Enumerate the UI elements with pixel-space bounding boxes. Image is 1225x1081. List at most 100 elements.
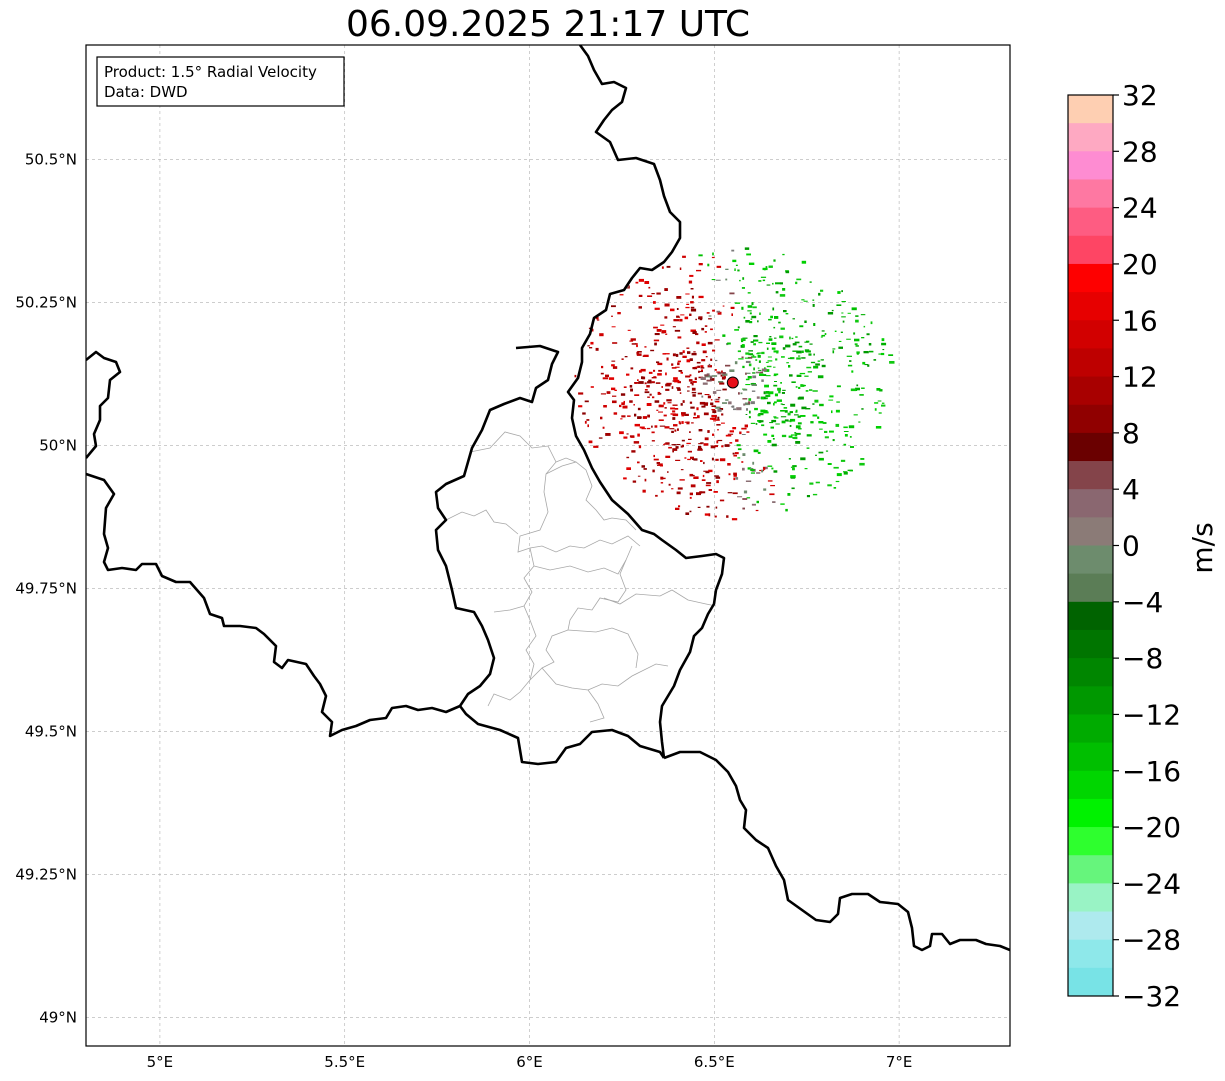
echo-pixel	[840, 331, 843, 333]
echo-pixel	[692, 380, 697, 383]
colorbar-segment	[1068, 404, 1113, 434]
echo-pixel	[868, 343, 872, 346]
echo-pixel	[710, 376, 712, 380]
echo-pixel	[733, 408, 737, 411]
echo-pixel	[689, 374, 692, 377]
echo-pixel	[677, 388, 681, 391]
echo-pixel	[771, 419, 777, 423]
echo-pixel	[751, 390, 756, 392]
echo-pixel	[689, 431, 691, 433]
echo-pixel	[680, 314, 685, 316]
echo-pixel	[644, 346, 647, 348]
echo-pixel	[658, 419, 664, 421]
echo-pixel	[676, 308, 679, 310]
echo-pixel	[813, 365, 819, 369]
echo-pixel	[702, 382, 708, 385]
echo-pixel	[805, 408, 811, 410]
echo-pixel	[730, 306, 735, 309]
echo-pixel	[648, 371, 653, 374]
echo-pixel	[629, 400, 633, 403]
echo-pixel	[714, 515, 717, 518]
echo-pixel	[691, 391, 697, 394]
echo-pixel	[841, 301, 846, 303]
echo-pixel	[792, 467, 795, 471]
echo-pixel	[736, 444, 741, 447]
echo-pixel	[643, 468, 647, 470]
echo-pixel	[705, 356, 708, 358]
echo-pixel	[744, 402, 751, 406]
echo-pixel	[734, 452, 739, 455]
echo-pixel	[827, 312, 834, 315]
echo-pixel	[774, 381, 777, 382]
echo-pixel	[736, 407, 742, 411]
echo-pixel	[653, 339, 660, 342]
echo-pixel	[660, 324, 665, 326]
echo-pixel	[767, 480, 773, 482]
echo-pixel	[756, 500, 759, 504]
echo-pixel	[665, 388, 670, 391]
echo-pixel	[637, 475, 641, 477]
echo-pixel	[774, 337, 777, 339]
echo-pixel	[605, 433, 611, 436]
echo-pixel	[661, 386, 663, 388]
echo-pixel	[678, 505, 681, 508]
echo-pixel	[850, 388, 857, 392]
echo-pixel	[626, 467, 631, 470]
echo-pixel	[660, 490, 664, 493]
echo-pixel	[746, 253, 751, 256]
echo-pixel	[598, 437, 603, 439]
echo-pixel	[745, 320, 750, 323]
echo-pixel	[747, 305, 753, 308]
echo-pixel	[767, 440, 772, 443]
echo-pixel	[773, 416, 777, 418]
echo-pixel	[790, 477, 796, 479]
echo-pixel	[766, 365, 772, 368]
colorbar-segment	[1068, 658, 1113, 687]
colorbar-tick-label: 24	[1122, 192, 1158, 225]
echo-pixel	[796, 278, 802, 281]
echo-pixel	[638, 381, 644, 384]
echo-pixel	[873, 359, 877, 361]
echo-pixel	[733, 477, 736, 481]
echo-pixel	[734, 329, 739, 331]
echo-pixel	[708, 363, 711, 367]
echo-pixel	[654, 307, 660, 310]
echo-pixel	[630, 367, 634, 370]
echo-pixel	[774, 417, 779, 419]
colorbar-segment	[1068, 151, 1113, 180]
echo-pixel	[642, 416, 647, 419]
echo-pixel	[631, 450, 636, 453]
echo-pixel	[819, 428, 823, 430]
echo-pixel	[590, 341, 594, 345]
echo-pixel	[841, 316, 846, 318]
echo-pixel	[672, 448, 678, 451]
echo-pixel	[584, 400, 589, 403]
echo-pixel	[612, 395, 617, 397]
echo-pixel	[649, 393, 652, 396]
echo-pixel	[744, 357, 750, 359]
echo-pixel	[674, 408, 679, 410]
echo-pixel	[761, 351, 765, 355]
echo-pixel	[805, 390, 809, 392]
echo-pixel	[636, 351, 639, 355]
echo-pixel	[843, 471, 848, 475]
echo-pixel	[680, 445, 683, 448]
echo-pixel	[742, 498, 748, 500]
echo-pixel	[712, 391, 717, 394]
echo-pixel	[756, 472, 761, 474]
echo-pixel	[627, 329, 631, 331]
echo-pixel	[841, 290, 843, 293]
colorbar-segment	[1068, 573, 1113, 603]
echo-pixel	[771, 342, 777, 345]
colorbar-tick-label: 32	[1122, 79, 1158, 112]
echo-pixel	[772, 501, 776, 503]
echo-pixel	[638, 306, 642, 309]
echo-pixel	[812, 414, 818, 417]
echo-pixel	[704, 331, 707, 333]
country-borders	[86, 45, 1010, 952]
echo-pixel	[721, 422, 725, 424]
echo-pixel	[801, 406, 807, 410]
echo-pixel	[644, 478, 647, 482]
echo-pixel	[698, 443, 703, 445]
echo-pixel	[835, 423, 840, 427]
